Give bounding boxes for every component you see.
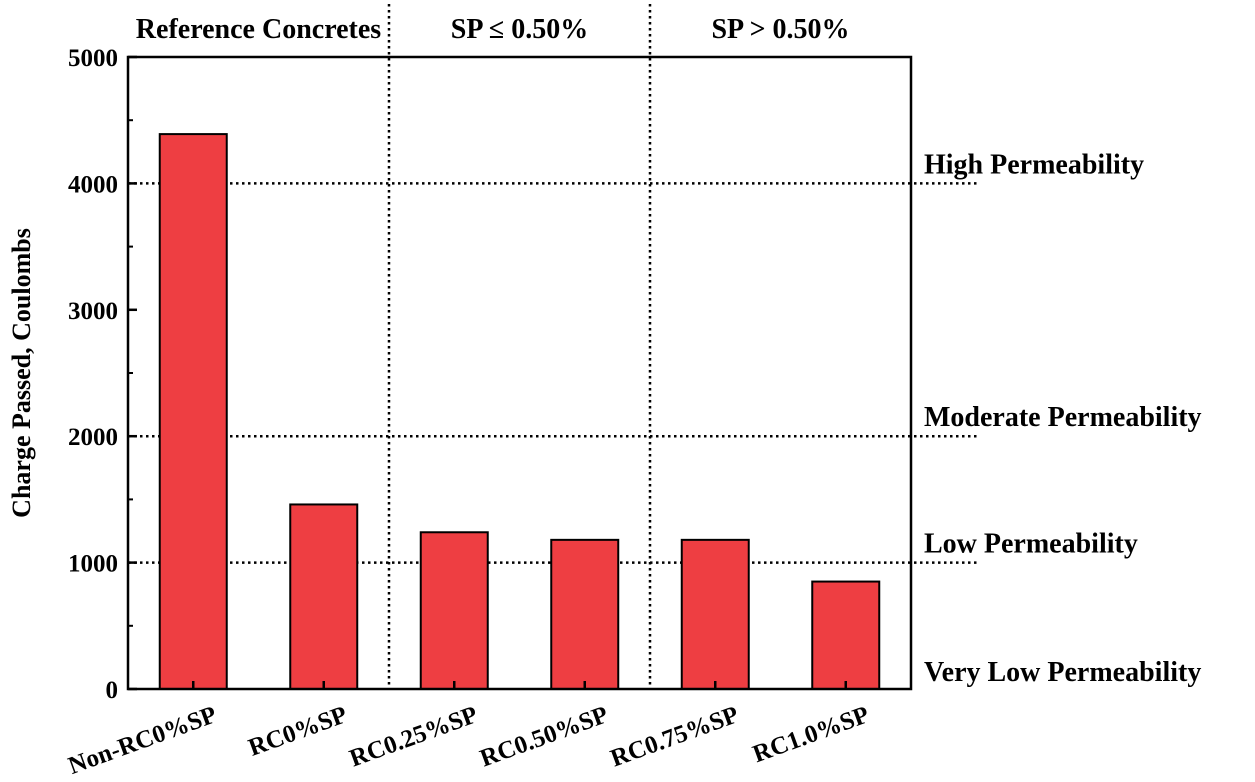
y-tick-label: 0 bbox=[106, 677, 119, 704]
threshold-labels: High Permeability Moderate Permeability Lo… bbox=[924, 149, 1202, 688]
y-axis: 0 1000 2000 3000 4000 5000 bbox=[68, 45, 137, 704]
y-tick-label: 3000 bbox=[68, 298, 118, 325]
y-axis-label: Charge Passed, Coulombs bbox=[7, 228, 36, 518]
y-tick-label: 2000 bbox=[68, 424, 118, 451]
y-tick-label: 4000 bbox=[68, 171, 118, 198]
threshold-label: High Permeability bbox=[924, 149, 1144, 180]
group-label: SP ≤ 0.50% bbox=[451, 14, 589, 45]
bar-RC0.25%SP bbox=[419, 531, 489, 690]
x-tick-label: Non-RC0%SP bbox=[65, 701, 220, 780]
threshold-label: Very Low Permeability bbox=[924, 657, 1201, 688]
bar-Non-RC0%SP bbox=[158, 133, 228, 690]
x-tick-label: RC1.0%SP bbox=[749, 701, 872, 768]
x-tick-label: RC0.75%SP bbox=[607, 701, 742, 772]
group-label: Reference Concretes bbox=[136, 14, 382, 45]
plot-frame bbox=[126, 55, 913, 691]
bars bbox=[158, 133, 881, 691]
x-tick-label: RC0%SP bbox=[245, 701, 351, 762]
threshold-lines bbox=[128, 182, 980, 564]
x-tick-label: RC0.50%SP bbox=[477, 701, 612, 772]
x-tick-label: RC0.25%SP bbox=[346, 701, 481, 772]
group-labels: Reference Concretes SP ≤ 0.50% SP > 0.50% bbox=[136, 4, 850, 689]
bar-RC0%SP bbox=[289, 503, 359, 690]
group-label: SP > 0.50% bbox=[711, 14, 849, 45]
threshold-label: Moderate Permeability bbox=[924, 402, 1202, 433]
bar-RC0.50%SP bbox=[550, 538, 620, 691]
bar-RC0.75%SP bbox=[680, 538, 750, 691]
threshold-label: Low Permeability bbox=[924, 529, 1138, 560]
x-axis: Non-RC0%SP RC0%SPRC0.25%SPRC0.50%SPRC0.75… bbox=[65, 681, 873, 780]
y-tick-label: 5000 bbox=[68, 45, 118, 72]
y-tick-label: 1000 bbox=[68, 551, 118, 578]
bar-RC1.0%SP bbox=[811, 580, 881, 690]
